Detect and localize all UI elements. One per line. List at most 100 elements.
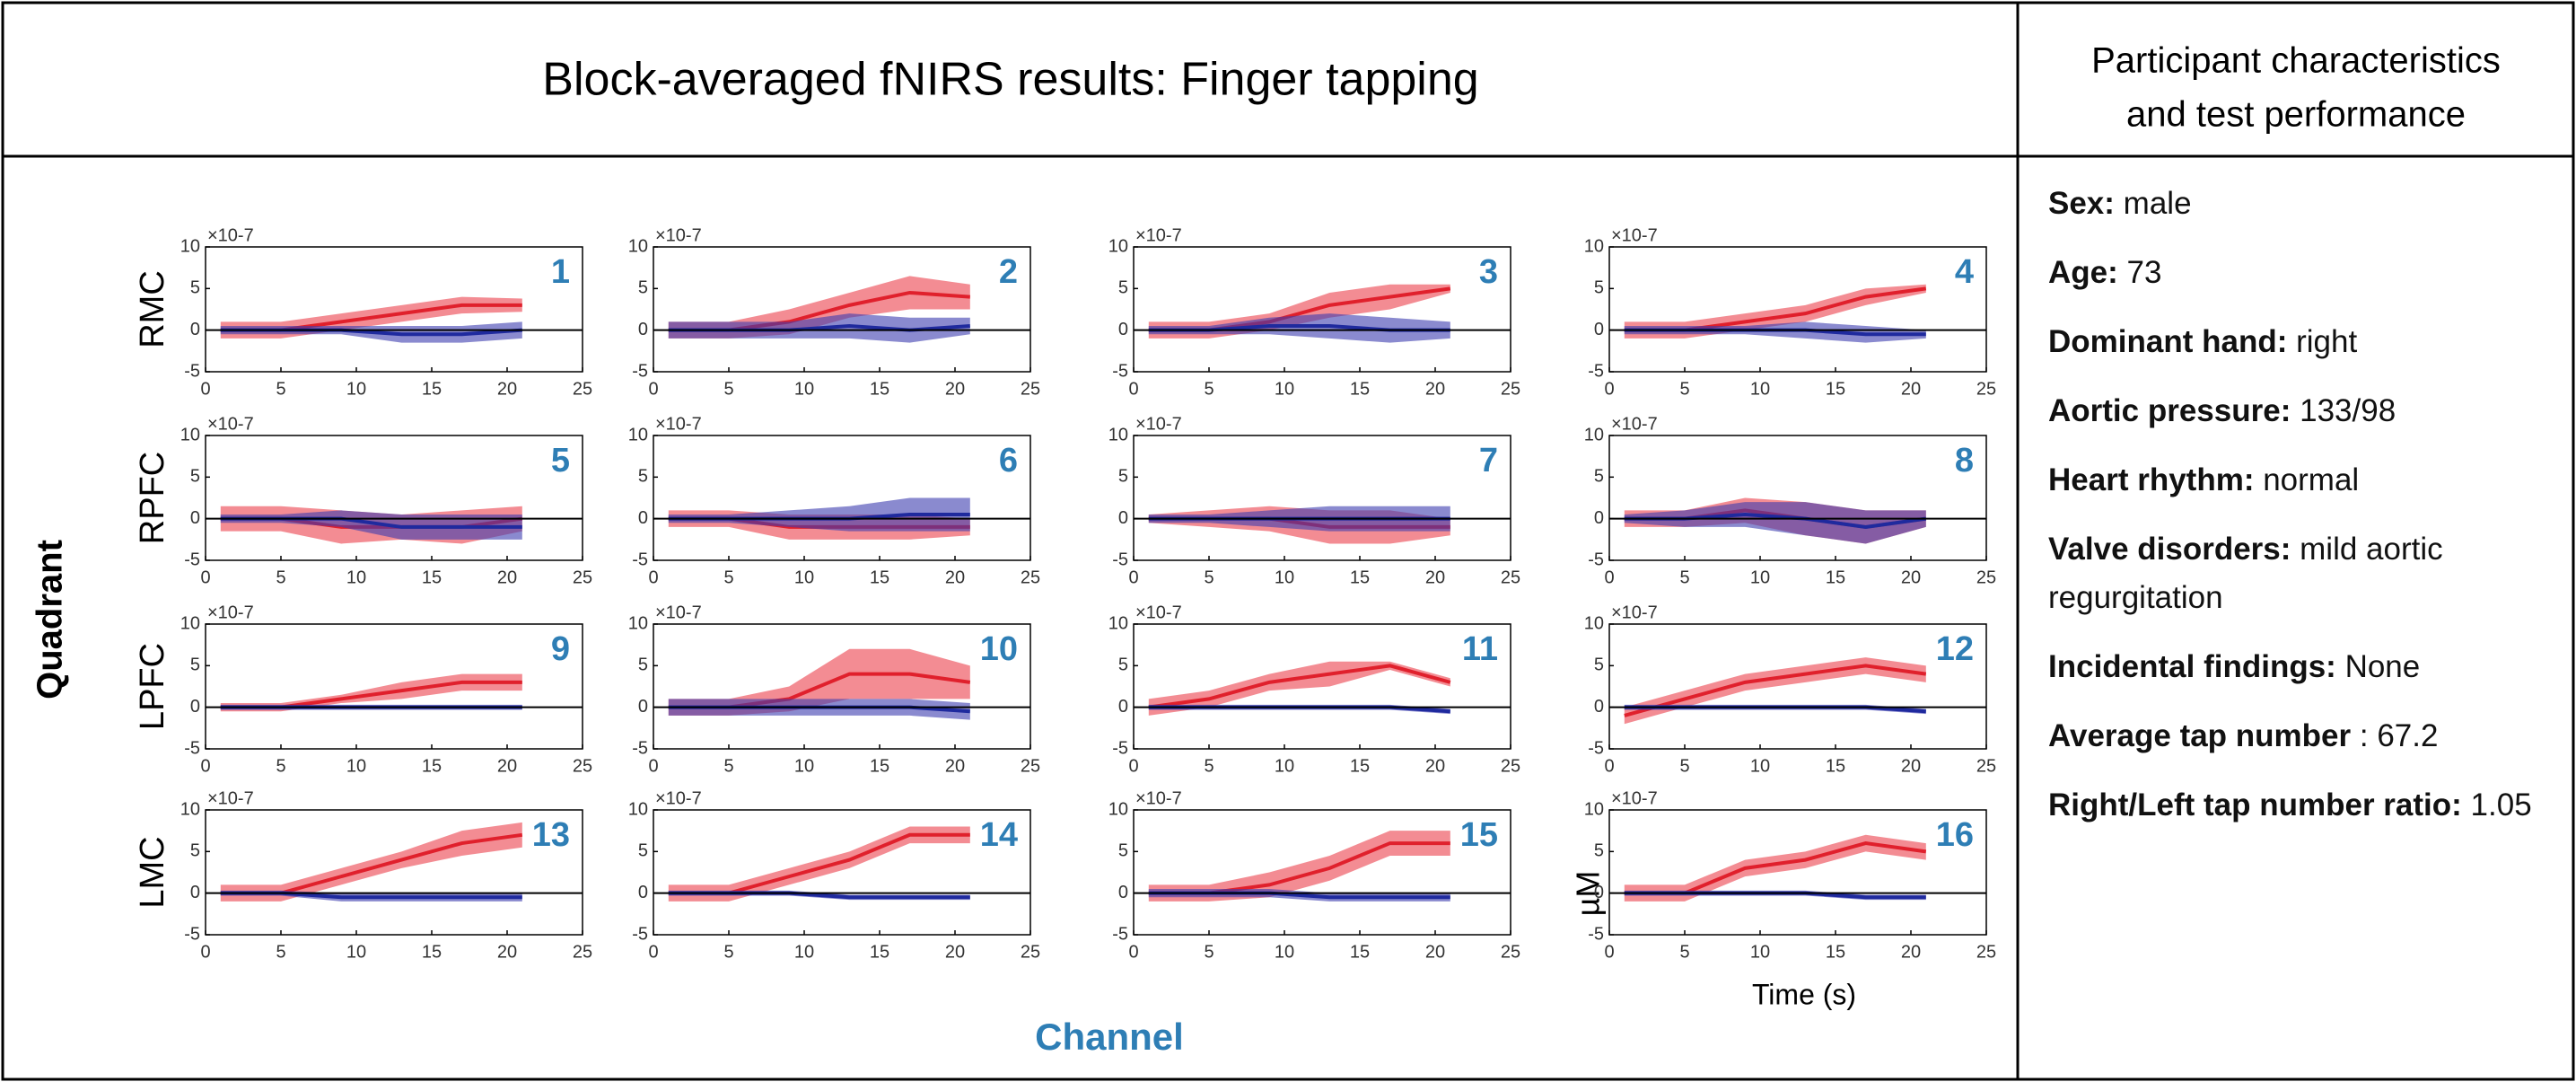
row-label: LPFC [134,643,171,730]
y-tick-label: 5 [638,278,648,298]
error-band [668,699,970,720]
channel-number: 9 [551,630,570,668]
item-value: right [2296,324,2358,359]
scale-label: ×10-7 [1611,788,1658,808]
plot-frame [1133,435,1511,561]
x-tick-label: 5 [1204,942,1214,962]
x-tick-label: 20 [1425,942,1445,962]
y-tick-label: -5 [1588,361,1604,381]
plot-frame [653,809,1031,936]
y-tick-label: 0 [638,508,648,528]
x-tick-label: 0 [648,942,658,962]
plot-frame [1133,809,1511,936]
row-label: RPFC [134,452,171,544]
error-band [1624,284,1926,339]
item-label: Valve disorders: [2048,532,2291,567]
y-tick-label: 0 [190,320,200,339]
y-tick-label: 0 [638,883,648,902]
scale-label: ×10-7 [655,603,702,622]
y-tick-label: 0 [1118,697,1128,717]
scale-label: ×10-7 [655,225,702,245]
x-tick-label: 0 [1604,942,1614,962]
x-tick-label: 25 [1501,379,1520,399]
x-tick-label: 20 [945,942,965,962]
plot-frame [653,246,1031,373]
item-label: Aortic pressure: [2048,393,2291,428]
item-value: normal [2263,462,2360,497]
x-tick-label: 25 [1976,756,1996,776]
y-tick-label: 5 [1118,278,1128,298]
plot-frame [205,246,583,373]
error-band [1148,661,1450,716]
item-label: Dominant hand: [2048,324,2288,359]
x-tick-label: 10 [794,942,814,962]
channel-number: 6 [999,442,1018,479]
side-title: Participant characteristics [2091,41,2501,81]
y-tick-label: -5 [632,924,648,944]
x-tick-label: 15 [870,756,889,776]
y-tick-label: 5 [190,467,200,487]
item-value: : 67.2 [2359,718,2439,753]
channel-number: 2 [999,253,1018,291]
y-tick-label: 10 [180,425,200,444]
x-tick-label: 0 [648,379,658,399]
x-tick-label: 10 [1275,379,1294,399]
scale-label: ×10-7 [1135,603,1182,622]
x-tick-label: 25 [1021,942,1040,962]
y-tick-label: -5 [632,738,648,758]
unit-label: µM [1570,871,1607,917]
scale-label: ×10-7 [1611,225,1658,245]
y-tick-label: 10 [1108,425,1128,444]
x-tick-label: 10 [794,756,814,776]
channel-number: 13 [532,816,570,854]
x-tick-label: 5 [1679,942,1689,962]
y-tick-label: 10 [1584,799,1604,819]
item-value: 133/98 [2300,393,2396,428]
x-tick-label: 0 [200,942,210,962]
y-tick-label: 0 [190,697,200,717]
x-tick-label: 0 [648,756,658,776]
plot-frame [1608,623,1987,750]
channel-number: 8 [1955,442,1974,479]
x-tick-label: 20 [945,567,965,587]
y-tick-label: 10 [180,799,200,819]
y-tick-label: -5 [1112,738,1128,758]
x-tick-label: 20 [497,942,517,962]
y-tick-label: -5 [184,924,200,944]
y-tick-label: -5 [184,550,200,569]
x-tick-label: 15 [422,756,442,776]
x-tick-label: 5 [276,379,285,399]
x-tick-label: 10 [794,567,814,587]
x-tick-label: 20 [1901,567,1921,587]
x-tick-label: 25 [573,567,592,587]
x-tick-label: 10 [1275,756,1294,776]
x-tick-label: 25 [1021,567,1040,587]
y-tick-label: 10 [180,236,200,256]
x-tick-label: 20 [1425,567,1445,587]
x-tick-label: 15 [1826,379,1845,399]
x-tick-label: 0 [1128,567,1138,587]
x-tick-label: 0 [200,567,210,587]
mean-line [1624,664,1927,717]
x-tick-label: 10 [1275,942,1294,962]
x-tick-label: 10 [346,379,366,399]
x-tick-label: 0 [1128,942,1138,962]
x-tick-label: 20 [1901,942,1921,962]
x-tick-label: 5 [1204,756,1214,776]
x-tick-label: 25 [1501,942,1520,962]
x-tick-label: 15 [1350,379,1370,399]
y-tick-label: 10 [628,799,648,819]
item-value: 1.05 [2470,787,2532,822]
y-tick-label: 5 [1594,278,1604,298]
channel-number: 1 [551,253,570,291]
y-tick-label: 0 [190,508,200,528]
y-tick-label: 10 [1584,236,1604,256]
error-band [1624,502,1926,544]
scale-label: ×10-7 [207,414,254,434]
channel-number: 14 [980,816,1018,854]
x-tick-label: 0 [1128,756,1138,776]
panel-item: Dominant hand: right [2048,318,2551,366]
y-tick-label: 5 [190,278,200,298]
panel-item: Average tap number : 67.2 [2048,712,2551,761]
plot-frame [1608,246,1987,373]
